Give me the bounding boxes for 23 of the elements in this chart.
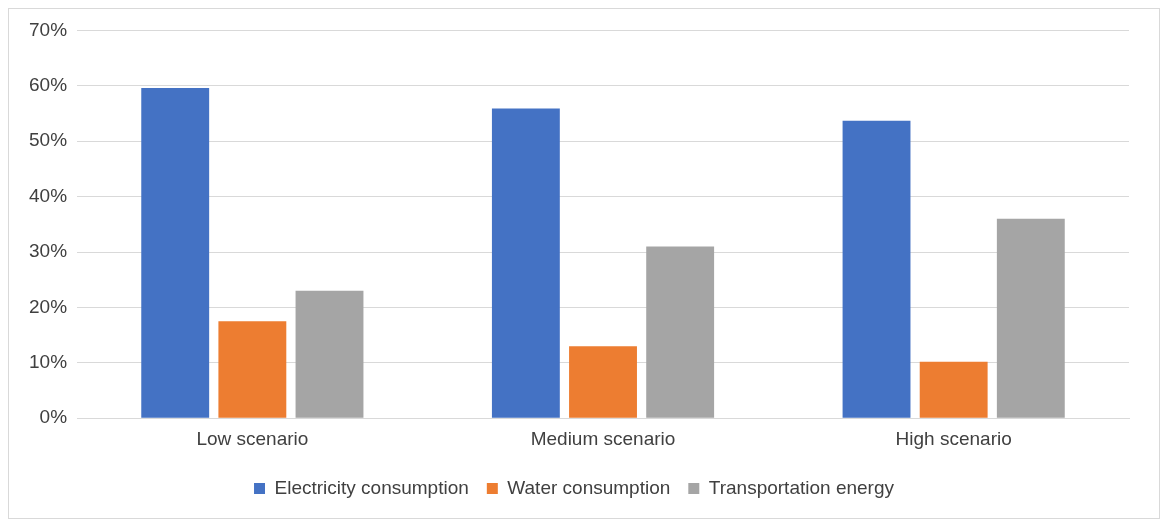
bar (569, 346, 637, 418)
bar (996, 218, 1065, 418)
bar (295, 290, 364, 418)
y-tick-label: 0% (39, 406, 68, 428)
bar (842, 120, 911, 418)
y-tick-label: 50% (29, 129, 68, 151)
x-tick-label: Medium scenario (530, 427, 676, 449)
bar (218, 321, 287, 418)
y-tick-label: 20% (29, 295, 68, 317)
legend-label: Water consumption (507, 476, 671, 498)
bar (919, 361, 988, 418)
x-tick-label: Low scenario (196, 427, 309, 449)
legend-label: Transportation energy (708, 476, 895, 498)
bar (491, 108, 560, 418)
x-tick-label: High scenario (895, 427, 1012, 449)
legend-label: Electricity consumption (274, 476, 469, 498)
y-tick-label: 40% (29, 184, 68, 206)
bar (646, 246, 715, 418)
y-tick-label: 10% (29, 351, 68, 373)
y-tick-label: 70% (29, 18, 68, 40)
bar (141, 88, 210, 418)
y-tick-label: 60% (29, 74, 68, 96)
y-tick-label: 30% (29, 240, 68, 262)
